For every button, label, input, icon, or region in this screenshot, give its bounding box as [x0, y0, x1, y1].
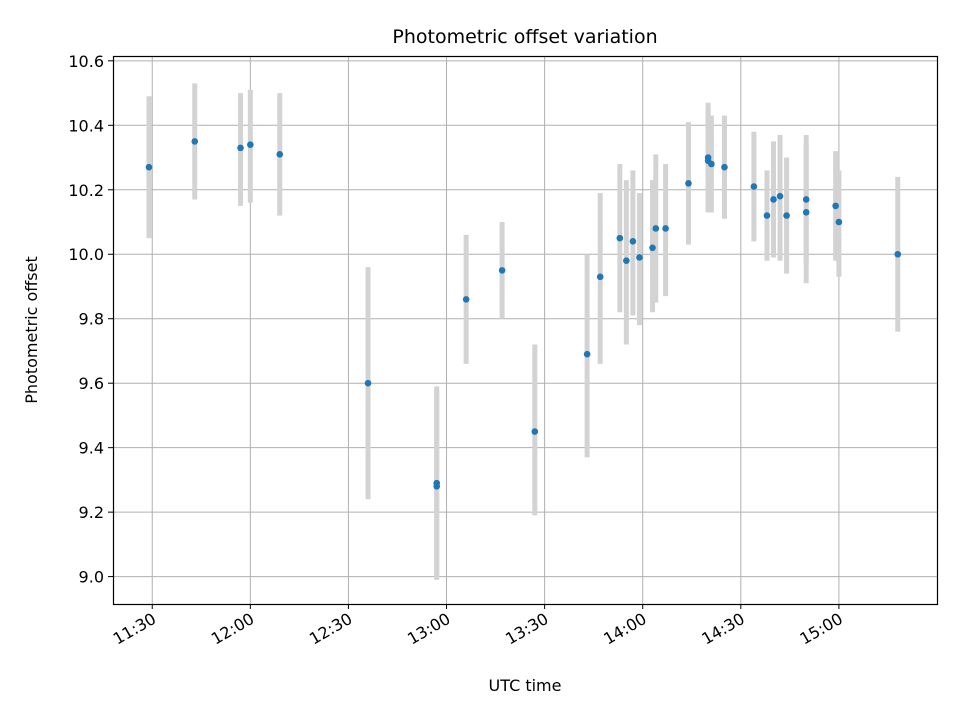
- data-point: [721, 163, 728, 171]
- data-point: [433, 479, 441, 487]
- data-point: [770, 196, 777, 203]
- data-points: [145, 138, 902, 490]
- y-tick-label: 9.2: [79, 503, 104, 522]
- data-point: [623, 257, 630, 264]
- data-point: [783, 212, 790, 219]
- y-tick-label: 10.0: [68, 245, 104, 264]
- y-tick-label: 9.0: [79, 568, 104, 587]
- data-point: [583, 350, 591, 358]
- data-point: [776, 192, 784, 200]
- data-point: [802, 196, 810, 203]
- y-tick-label: 10.4: [68, 116, 104, 135]
- y-axis-ticks: 9.0 9.2 9.4 9.6 9.8 10.0 10.2 10.4 10.6: [68, 52, 113, 587]
- data-point: [462, 296, 470, 303]
- data-point: [652, 225, 660, 232]
- data-point: [247, 141, 254, 148]
- data-point: [616, 234, 624, 242]
- y-tick-label: 9.4: [79, 439, 104, 458]
- data-point: [629, 238, 637, 245]
- data-point: [191, 138, 199, 145]
- data-point: [364, 379, 372, 387]
- y-tick-label: 9.6: [79, 374, 104, 393]
- y-axis-label: Photometric offset: [22, 256, 41, 404]
- y-tick-label: 9.8: [79, 310, 104, 329]
- data-point: [662, 225, 669, 232]
- data-point: [750, 183, 758, 190]
- data-point: [802, 209, 810, 216]
- plot-frame: [112, 55, 939, 606]
- data-point: [498, 267, 506, 274]
- data-point: [704, 154, 712, 161]
- data-point: [894, 250, 902, 258]
- data-point: [832, 202, 839, 210]
- data-point: [835, 218, 843, 226]
- data-point: [531, 428, 539, 435]
- y-tick-label: 10.6: [68, 52, 104, 71]
- data-point: [237, 144, 244, 152]
- data-point: [636, 254, 643, 261]
- y-tick-label: 10.2: [68, 181, 104, 200]
- data-point: [685, 180, 692, 187]
- data-point: [596, 273, 604, 281]
- data-point: [763, 212, 771, 219]
- data-point: [145, 163, 153, 171]
- data-point: [276, 151, 284, 158]
- data-point: [649, 244, 656, 252]
- data-point: [708, 160, 715, 168]
- chart-title: Photometric offset variation: [392, 26, 657, 48]
- x-axis-label: UTC time: [489, 676, 562, 695]
